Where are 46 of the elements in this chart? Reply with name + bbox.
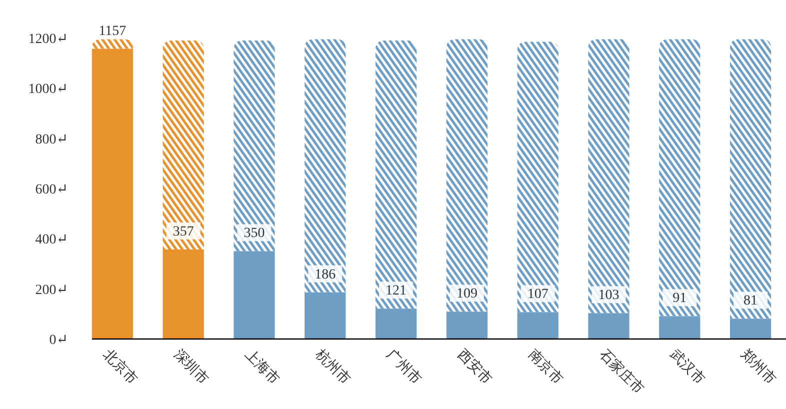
x-tick-label: 北京市 <box>100 346 141 388</box>
bar <box>375 40 417 309</box>
bar <box>162 40 204 250</box>
bar <box>588 39 630 314</box>
x-tick-label: 石家庄市 <box>596 346 647 398</box>
x-tick-label: 广州市 <box>383 346 424 388</box>
bar <box>375 308 417 339</box>
bar <box>234 251 275 339</box>
bar <box>659 39 700 316</box>
bar <box>304 292 346 339</box>
data-label: 103 <box>598 288 620 304</box>
data-label: 121 <box>386 284 407 299</box>
y-tick-label: 400↵ <box>35 232 68 248</box>
data-label: 109 <box>456 286 478 302</box>
data-label: 1157 <box>98 24 126 39</box>
data-label: 357 <box>172 224 194 240</box>
y-tick-label: 0↵ <box>49 333 68 348</box>
x-tick-label: 深圳市 <box>170 346 212 388</box>
y-tick-label: 1000↵ <box>28 82 68 98</box>
bar <box>588 313 630 339</box>
data-label: 350 <box>244 226 265 242</box>
y-tick-label: 200↵ <box>35 282 68 298</box>
bar <box>162 249 204 339</box>
x-tick-label: 南京市 <box>525 346 566 388</box>
data-label: 107 <box>527 287 548 302</box>
bar <box>446 39 488 312</box>
data-label: 186 <box>314 267 336 282</box>
bar <box>730 39 772 319</box>
bar <box>730 318 772 339</box>
x-tick-label: 西安市 <box>454 346 496 388</box>
bar <box>234 40 275 252</box>
y-tick-label: 800↵ <box>35 132 68 148</box>
data-label: 91 <box>672 291 687 306</box>
y-tick-label: 600↵ <box>35 182 68 198</box>
bar <box>659 316 700 339</box>
x-tick-label: 郑州市 <box>738 346 779 388</box>
y-tick-label: 1200↵ <box>28 32 68 47</box>
bar <box>517 42 558 312</box>
x-tick-label: 杭州市 <box>312 346 354 388</box>
bar <box>304 39 346 292</box>
bar <box>92 48 134 339</box>
data-label: 81 <box>744 294 758 309</box>
bar <box>517 312 558 339</box>
x-tick-label: 上海市 <box>241 346 282 388</box>
x-tick-label: 武汉市 <box>666 346 708 388</box>
bar <box>446 312 488 339</box>
